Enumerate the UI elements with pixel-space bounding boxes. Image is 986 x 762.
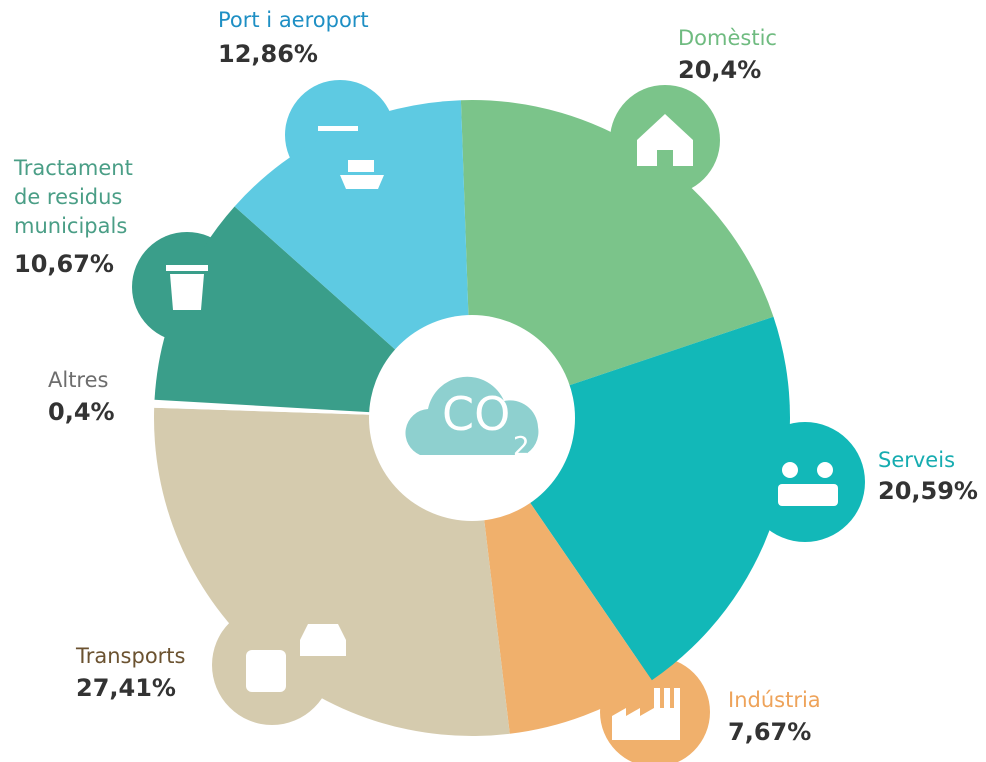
person-icon (817, 462, 833, 478)
category-label: Serveis (878, 448, 956, 472)
cloud-icon (405, 376, 539, 455)
category-label: Transports (76, 644, 186, 668)
home-icon (637, 114, 693, 166)
bus-icon (246, 650, 286, 692)
ship-icon (340, 160, 384, 189)
category-label: Port i aeroport (218, 8, 369, 32)
plane-icon (318, 126, 358, 131)
value-label: 12,86% (218, 40, 318, 68)
car-icon (300, 624, 346, 656)
center-text: CO (442, 387, 510, 441)
slice (460, 99, 774, 418)
category-label: Altres (48, 368, 109, 392)
value-label: 10,67% (14, 250, 114, 278)
value-label: 20,59% (878, 477, 978, 505)
value-label: 0,4% (48, 398, 115, 426)
value-label: 7,67% (728, 718, 812, 746)
value-label: 20,4% (678, 56, 762, 84)
desk-icon (778, 484, 838, 506)
category-label: Domèstic (678, 26, 777, 50)
bin-icon (166, 265, 208, 310)
center-subscript: 2 (513, 432, 530, 462)
category-label: Tractament de residus municipals (14, 156, 133, 238)
category-label: Indústria (728, 688, 821, 712)
icons (166, 114, 838, 740)
person-icon (782, 462, 798, 478)
factory-icon (612, 688, 680, 740)
value-label: 27,41% (76, 674, 176, 702)
